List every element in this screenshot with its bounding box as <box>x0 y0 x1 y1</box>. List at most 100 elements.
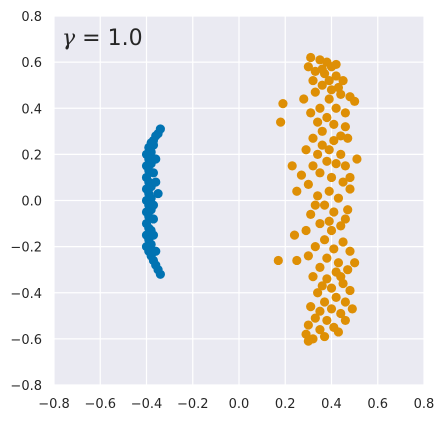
data-point-series-2 <box>317 126 327 136</box>
data-point-series-2 <box>308 161 318 171</box>
data-point-series-1 <box>148 200 159 210</box>
x-tick-label: 0.2 <box>275 397 296 412</box>
data-point-series-2 <box>306 108 316 118</box>
data-point-series-2 <box>306 301 316 312</box>
data-point-series-2 <box>319 235 330 245</box>
gamma-equals: = <box>75 26 107 51</box>
data-point-series-2 <box>303 62 313 72</box>
data-point-series-2 <box>308 75 318 86</box>
data-point-series-2 <box>326 283 337 293</box>
data-point-series-2 <box>315 306 325 316</box>
data-point-series-2 <box>350 96 360 106</box>
data-point-series-2 <box>340 315 350 326</box>
x-tick-label: 0.8 <box>414 397 435 412</box>
data-point-series-2 <box>329 207 339 217</box>
data-point-series-1 <box>153 188 163 199</box>
data-point-series-2 <box>310 87 320 97</box>
data-point-series-2 <box>315 55 325 65</box>
data-point-series-2 <box>340 108 350 118</box>
data-point-series-2 <box>313 288 323 298</box>
data-point-series-2 <box>331 59 341 70</box>
data-point-series-2 <box>340 161 350 171</box>
data-point-series-2 <box>292 186 302 196</box>
data-point-series-2 <box>317 64 327 74</box>
data-point-series-2 <box>310 313 320 323</box>
data-point-series-2 <box>345 246 355 256</box>
data-point-series-2 <box>313 117 323 127</box>
data-point-series-2 <box>345 285 355 296</box>
data-point-series-2 <box>352 154 362 164</box>
y-tick-label: 0.6 <box>21 56 42 71</box>
data-point-series-2 <box>292 255 302 266</box>
data-point-series-2 <box>310 200 320 210</box>
data-point-series-2 <box>317 281 327 291</box>
data-point-series-2 <box>317 80 327 90</box>
data-point-series-2 <box>329 135 339 146</box>
data-point-series-1 <box>148 230 159 240</box>
x-tick-label: −0.6 <box>84 397 116 412</box>
data-point-series-2 <box>324 94 334 104</box>
data-point-series-2 <box>303 179 313 189</box>
data-point-series-2 <box>336 89 346 100</box>
data-point-series-2 <box>338 237 348 247</box>
data-point-series-2 <box>343 133 353 143</box>
data-point-series-2 <box>315 168 325 178</box>
data-point-series-2 <box>303 320 313 330</box>
y-tick-label: 0.4 <box>21 102 42 117</box>
data-points <box>141 52 362 346</box>
x-tick-label: 0.4 <box>321 397 342 412</box>
data-point-series-2 <box>273 255 283 266</box>
data-point-series-1 <box>151 246 161 256</box>
data-point-series-1 <box>148 168 159 178</box>
gamma-annotation: γ = 1.0 <box>62 26 143 51</box>
data-point-series-2 <box>308 272 318 282</box>
data-point-series-2 <box>322 112 332 123</box>
data-point-series-2 <box>345 172 355 183</box>
data-point-series-2 <box>324 145 334 155</box>
data-point-series-2 <box>347 304 357 314</box>
data-point-series-2 <box>343 205 353 215</box>
data-point-series-2 <box>306 52 316 63</box>
data-point-series-2 <box>301 329 311 339</box>
data-point-series-2 <box>306 209 316 219</box>
data-point-series-2 <box>329 244 339 254</box>
data-point-series-2 <box>340 214 350 224</box>
data-point-series-2 <box>296 170 307 180</box>
data-point-series-2 <box>340 297 350 307</box>
x-axis-tick-labels: −0.8 −0.6 −0.4 −0.2 0.0 0.2 0.4 0.6 0.8 <box>38 397 434 412</box>
data-point-series-2 <box>322 315 332 326</box>
data-point-series-2 <box>315 103 325 113</box>
data-point-series-2 <box>319 297 330 307</box>
data-point-series-2 <box>319 331 330 342</box>
data-point-series-1 <box>148 214 159 224</box>
data-point-series-2 <box>313 191 323 201</box>
data-point-series-2 <box>331 103 341 113</box>
data-point-series-2 <box>333 82 344 93</box>
data-point-series-2 <box>338 177 348 187</box>
data-point-series-2 <box>333 327 344 337</box>
x-tick-label: 0.6 <box>367 397 388 412</box>
data-point-series-2 <box>336 149 346 159</box>
data-point-series-1 <box>155 269 165 279</box>
data-point-series-2 <box>331 71 341 81</box>
data-point-series-2 <box>343 265 353 275</box>
data-point-series-2 <box>345 184 355 194</box>
gamma-symbol: γ <box>62 26 76 51</box>
data-point-series-2 <box>301 145 311 155</box>
y-axis-tick-labels: 0.8 0.6 0.4 0.2 0.0 −0.2 −0.4 −0.6 −0.8 <box>10 10 42 394</box>
y-tick-label: −0.6 <box>10 333 42 348</box>
y-tick-label: 0.0 <box>21 195 42 210</box>
data-point-series-2 <box>336 308 346 319</box>
data-point-series-2 <box>301 225 311 236</box>
data-point-series-2 <box>326 85 337 95</box>
data-point-series-2 <box>336 131 346 141</box>
data-point-series-1 <box>151 154 161 164</box>
data-point-series-2 <box>317 140 327 150</box>
data-point-series-2 <box>324 216 334 226</box>
data-point-series-2 <box>310 242 320 252</box>
data-point-series-2 <box>315 262 325 272</box>
data-point-series-2 <box>338 75 348 86</box>
data-point-series-2 <box>326 225 337 236</box>
data-point-series-2 <box>322 253 332 263</box>
